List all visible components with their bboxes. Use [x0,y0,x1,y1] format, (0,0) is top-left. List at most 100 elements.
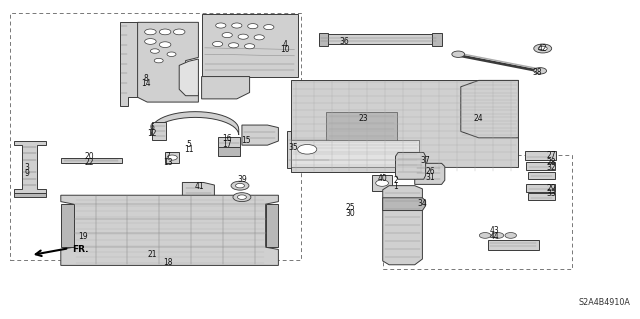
Text: 9: 9 [24,169,29,178]
Text: 10: 10 [280,45,290,54]
Circle shape [216,23,226,28]
Circle shape [150,49,159,53]
Bar [383,155,572,269]
Text: 27: 27 [547,151,557,160]
Text: 6: 6 [150,123,155,132]
Circle shape [167,155,177,160]
Text: 38: 38 [532,68,543,77]
Text: S2A4B4910A: S2A4B4910A [579,298,630,307]
Text: 36: 36 [339,37,349,46]
Polygon shape [326,112,397,141]
Text: 24: 24 [474,114,484,123]
Polygon shape [218,137,240,147]
Text: 43: 43 [489,226,499,235]
Polygon shape [266,204,278,247]
Circle shape [145,29,156,35]
Polygon shape [242,125,278,145]
Text: 12: 12 [148,129,157,137]
Polygon shape [152,112,239,135]
Text: 35: 35 [288,143,298,152]
Polygon shape [319,33,328,46]
Text: 13: 13 [163,158,173,167]
Polygon shape [372,175,392,191]
Circle shape [264,25,274,30]
Text: 25: 25 [346,204,356,212]
Text: 4: 4 [282,40,287,48]
Circle shape [534,44,552,53]
Polygon shape [432,33,442,46]
Circle shape [212,41,223,47]
Text: 3: 3 [24,163,29,172]
Text: 8: 8 [143,74,148,83]
Text: 21: 21 [148,250,157,259]
Polygon shape [218,147,240,156]
Text: 39: 39 [237,175,247,184]
Text: 1: 1 [393,182,398,191]
Circle shape [534,68,547,74]
Polygon shape [383,186,422,265]
Polygon shape [179,59,198,96]
Polygon shape [528,193,555,200]
Text: 17: 17 [222,140,232,149]
Polygon shape [291,80,518,172]
Polygon shape [61,204,74,247]
Circle shape [145,39,156,44]
Polygon shape [383,198,426,211]
Circle shape [231,181,249,190]
Text: 44: 44 [489,232,499,241]
Text: 11: 11 [184,145,193,154]
Circle shape [236,183,244,188]
Circle shape [159,42,171,48]
Text: 32: 32 [547,163,557,172]
Circle shape [376,180,388,186]
Polygon shape [291,140,419,167]
Text: 26: 26 [425,167,435,176]
Polygon shape [528,172,555,179]
Text: 16: 16 [222,134,232,143]
Circle shape [159,29,171,35]
Polygon shape [120,22,138,106]
Polygon shape [202,77,250,99]
Text: 22: 22 [85,158,94,167]
Circle shape [222,33,232,38]
Polygon shape [165,152,179,163]
Polygon shape [182,182,214,198]
Text: 31: 31 [425,173,435,182]
Polygon shape [152,122,166,140]
Text: 30: 30 [346,209,356,218]
Polygon shape [138,22,198,102]
Text: 20: 20 [84,152,95,161]
Circle shape [173,29,185,35]
Text: 42: 42 [538,44,548,53]
Circle shape [233,193,251,202]
Bar [10,13,301,260]
Polygon shape [488,240,539,250]
Circle shape [298,145,317,154]
Circle shape [254,35,264,40]
Circle shape [452,51,465,57]
Circle shape [538,46,547,51]
Circle shape [154,58,163,63]
Circle shape [167,52,176,56]
Text: 15: 15 [241,136,252,145]
Polygon shape [61,158,122,163]
Circle shape [505,233,516,238]
Text: 41: 41 [195,182,205,191]
Text: 37: 37 [420,156,431,165]
Polygon shape [526,162,555,170]
Polygon shape [287,131,332,168]
Polygon shape [202,14,298,77]
Text: 23: 23 [358,114,369,123]
Text: 40: 40 [378,174,388,183]
Text: 34: 34 [417,199,428,208]
Circle shape [238,34,248,39]
Text: 28: 28 [547,158,556,167]
Text: 2: 2 [393,176,398,185]
Polygon shape [61,195,278,265]
Text: 18: 18 [163,258,172,267]
Polygon shape [415,163,445,184]
Circle shape [479,233,491,238]
Polygon shape [14,141,46,193]
Circle shape [244,44,255,49]
Polygon shape [525,151,556,160]
